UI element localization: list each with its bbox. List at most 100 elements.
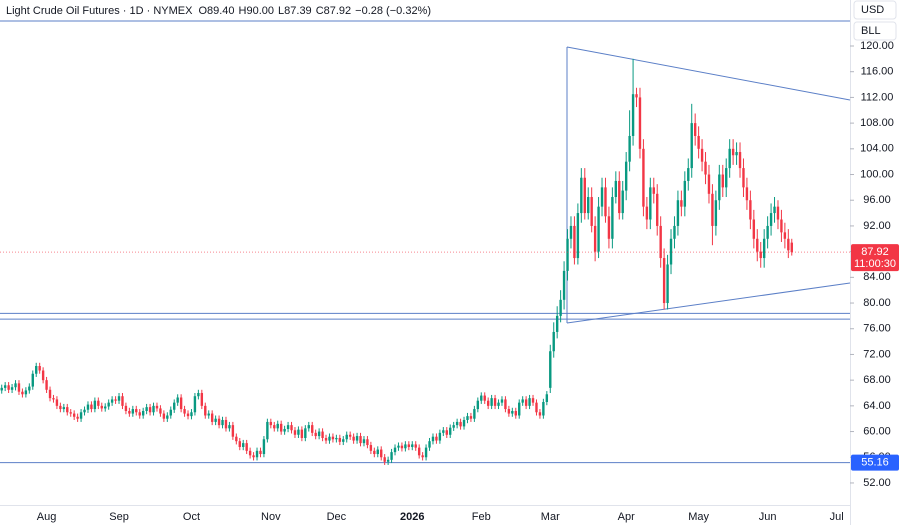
candle-body (279, 423, 283, 432)
x-tick-label: Jun (759, 511, 777, 523)
candle-body (259, 450, 262, 455)
x-tick-label: May (688, 511, 709, 523)
candle-body (221, 419, 224, 426)
chart-title: Light Crude Oil Futures · 1D · NYMEX O89.… (6, 5, 431, 17)
candle-body (414, 444, 417, 448)
candle-body (738, 152, 742, 169)
candle-body (24, 390, 28, 395)
candle-body (490, 398, 493, 406)
candle-body (486, 400, 490, 406)
candle-body (55, 399, 59, 406)
candle-body (662, 258, 666, 304)
candle-body (762, 238, 766, 259)
candle-body (566, 238, 569, 271)
candle-body (780, 219, 783, 233)
candle-body (286, 425, 290, 429)
candle-body (352, 436, 355, 441)
candle-body (328, 436, 331, 441)
candle-body (604, 187, 607, 217)
candle-body (124, 405, 128, 411)
candles (0, 58, 793, 465)
candle-body (79, 412, 83, 419)
candle-body (597, 206, 600, 252)
candle-body (376, 449, 379, 455)
candle-body (642, 148, 645, 207)
ohlc-high: H90.00 (239, 5, 274, 17)
candle-body (204, 405, 207, 416)
candle-body (7, 385, 10, 390)
candle-body (497, 402, 500, 406)
candle-body (31, 373, 34, 387)
candle-body (652, 187, 655, 194)
candle-body (390, 452, 393, 460)
unit[interactable]: BLL (861, 25, 881, 37)
candle-body (148, 407, 152, 413)
y-tick-label: 52.00 (863, 477, 891, 489)
candle-body (207, 413, 210, 416)
candle-body (449, 427, 452, 435)
candle-body (628, 135, 631, 162)
candle-body (683, 180, 687, 207)
y-tick-label: 76.00 (863, 323, 891, 335)
trend-line (566, 46, 851, 101)
candle-body (186, 413, 190, 417)
candle-body (776, 206, 780, 220)
x-tick-label: Aug (37, 511, 57, 523)
support-tag (851, 454, 899, 471)
candle-body (100, 405, 103, 409)
candle-body (718, 174, 721, 201)
candle-body (72, 413, 76, 417)
candle-body (645, 206, 649, 220)
candle-body (714, 200, 718, 226)
candle-body (790, 242, 793, 253)
candle-body (756, 238, 759, 252)
candle-body (304, 428, 307, 438)
candle-body (749, 200, 752, 220)
candle-body (459, 421, 462, 427)
currency[interactable]: USD (861, 4, 884, 16)
candle-body (435, 436, 438, 441)
candle-body (535, 402, 538, 413)
candle-body (338, 437, 342, 442)
candle-body (514, 410, 517, 416)
candle-body (135, 409, 138, 413)
candle-body (711, 193, 714, 226)
candle-body (14, 383, 17, 388)
candle-body (190, 412, 193, 417)
candle-body (235, 436, 238, 442)
candle-body (266, 421, 269, 440)
candle-body (521, 399, 524, 403)
candle-body (549, 351, 552, 388)
candle-body (400, 445, 404, 449)
last-price-label: 87.92 (861, 246, 889, 258)
ohlc-change: −0.28 (−0.32%) (355, 5, 431, 17)
candle-body (104, 406, 107, 409)
candle-body (676, 200, 680, 226)
candle-body (469, 416, 473, 419)
candle-body (511, 410, 514, 414)
candle-body (110, 399, 114, 403)
candle-body (62, 407, 66, 410)
candle-body (314, 432, 317, 437)
candle-body (231, 425, 235, 437)
candle-body (3, 385, 7, 388)
candle-body (656, 193, 659, 226)
ohlc-open: O89.40 (198, 5, 234, 17)
candle-body (690, 123, 693, 169)
currency-box[interactable] (853, 0, 897, 20)
candle-body (452, 425, 455, 428)
candle-body (321, 431, 324, 438)
candle-body (624, 161, 628, 191)
candle-body (673, 225, 676, 239)
candle-body (731, 148, 735, 156)
candle-body (355, 436, 359, 441)
candle-body (311, 425, 314, 433)
y-tick-label: 72.00 (863, 348, 891, 360)
unit-box[interactable] (853, 21, 897, 41)
candle-body (224, 419, 228, 429)
candle-body (269, 421, 273, 426)
candle-body (621, 190, 624, 214)
candle-body (138, 412, 141, 416)
candle-body (155, 405, 159, 409)
